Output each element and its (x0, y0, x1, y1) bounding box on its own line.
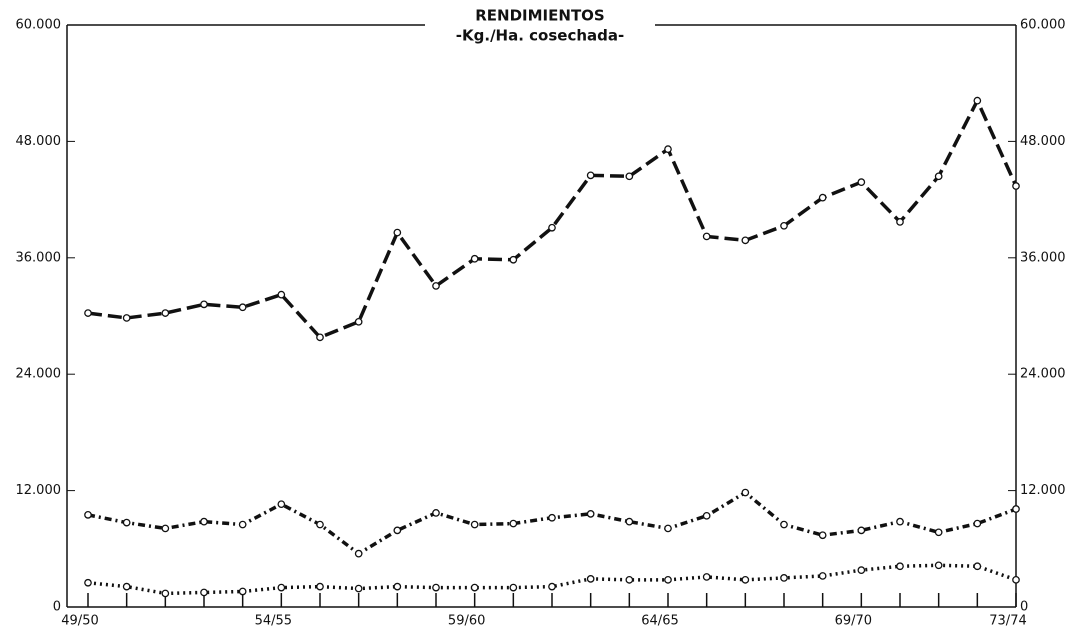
data-point (857, 566, 866, 574)
y2-tick-label: 48.000 (1020, 134, 1066, 149)
x-tick-label: 69/70 (835, 614, 872, 629)
x-tick-label: 54/55 (255, 614, 292, 629)
data-point (973, 562, 982, 571)
data-point (818, 193, 827, 202)
data-point (277, 500, 286, 509)
series-line (87, 96, 1018, 340)
data-point (896, 218, 904, 226)
data-point (818, 572, 827, 580)
data-point (122, 582, 131, 591)
data-point (702, 573, 711, 581)
data-point (509, 583, 518, 592)
data-point (84, 510, 92, 519)
data-point (934, 561, 943, 570)
data-point (470, 583, 479, 592)
data-point (1012, 505, 1020, 513)
data-point (200, 300, 208, 309)
y-tick-label: 36.000 (16, 250, 62, 265)
data-point (896, 517, 904, 526)
data-point (316, 582, 324, 591)
data-point (393, 582, 402, 591)
data-point (238, 303, 247, 312)
y-tick-label: 60.000 (16, 18, 62, 33)
y-tick-label: 0 (53, 600, 61, 615)
y-tick-label: 24.000 (16, 367, 62, 382)
x-tick-label: 64/65 (641, 614, 678, 629)
y2-tick-label: 60.000 (1020, 18, 1066, 33)
data-point (973, 96, 982, 105)
x-tick-label: 73/74 (989, 614, 1026, 629)
data-point (934, 172, 943, 181)
chart-title: RENDIMIENTOS (475, 7, 604, 25)
data-point (857, 178, 866, 186)
data-point (702, 232, 711, 241)
data-point (625, 172, 634, 181)
data-point (818, 531, 827, 540)
data-point (625, 575, 634, 584)
data-point (354, 317, 363, 326)
data-point (741, 236, 750, 245)
data-point (432, 583, 440, 592)
chart-subtitle: -Kg./Ha. cosechada- (456, 27, 624, 45)
data-point (741, 575, 750, 584)
data-point (393, 228, 402, 237)
y2-tick-label: 36.000 (1020, 250, 1066, 265)
data-point (586, 510, 595, 518)
data-point (161, 589, 170, 598)
x-tick-label: 59/60 (448, 614, 485, 629)
data-point (122, 518, 131, 527)
data-point (354, 549, 363, 558)
data-point (702, 511, 711, 520)
data-point (470, 520, 479, 529)
y2-tick-label: 0 (1020, 600, 1028, 615)
data-point (277, 290, 286, 299)
data-point (1012, 575, 1020, 584)
data-point (432, 509, 440, 517)
data-point (393, 526, 402, 535)
data-point (548, 223, 556, 232)
data-point (238, 520, 247, 529)
y2-tick-label: 12.000 (1020, 483, 1066, 498)
data-point (200, 517, 208, 526)
data-point (741, 488, 750, 497)
data-point (548, 582, 556, 591)
data-point (316, 520, 324, 529)
data-point (509, 255, 518, 264)
data-point (934, 528, 943, 537)
data-point (857, 526, 866, 535)
data-point (548, 513, 556, 522)
data-point (509, 519, 518, 528)
data-point (470, 254, 479, 263)
y-tick-label: 12.000 (16, 483, 62, 498)
data-point (896, 562, 904, 571)
data-point (780, 221, 788, 230)
data-point (354, 584, 363, 593)
series-line (87, 490, 1017, 556)
y-tick-label: 48.000 (16, 134, 62, 149)
x-tick-label: 49/50 (61, 614, 98, 629)
y2-tick-label: 24.000 (1020, 367, 1066, 382)
data-point (316, 333, 324, 342)
data-point (780, 574, 788, 582)
data-point (586, 171, 595, 180)
data-point (586, 575, 595, 583)
data-point (664, 575, 672, 584)
data-point (122, 314, 131, 322)
data-point (973, 519, 982, 528)
data-point (161, 524, 170, 533)
data-point (277, 583, 286, 592)
data-point (625, 517, 634, 526)
data-point (238, 587, 247, 596)
data-point (664, 145, 672, 154)
data-point (161, 309, 170, 317)
data-point (1012, 182, 1020, 190)
data-point (84, 309, 92, 317)
data-point (84, 578, 92, 587)
data-point (200, 588, 208, 597)
data-point (780, 520, 788, 529)
data-point (664, 524, 672, 533)
data-point (432, 282, 440, 290)
